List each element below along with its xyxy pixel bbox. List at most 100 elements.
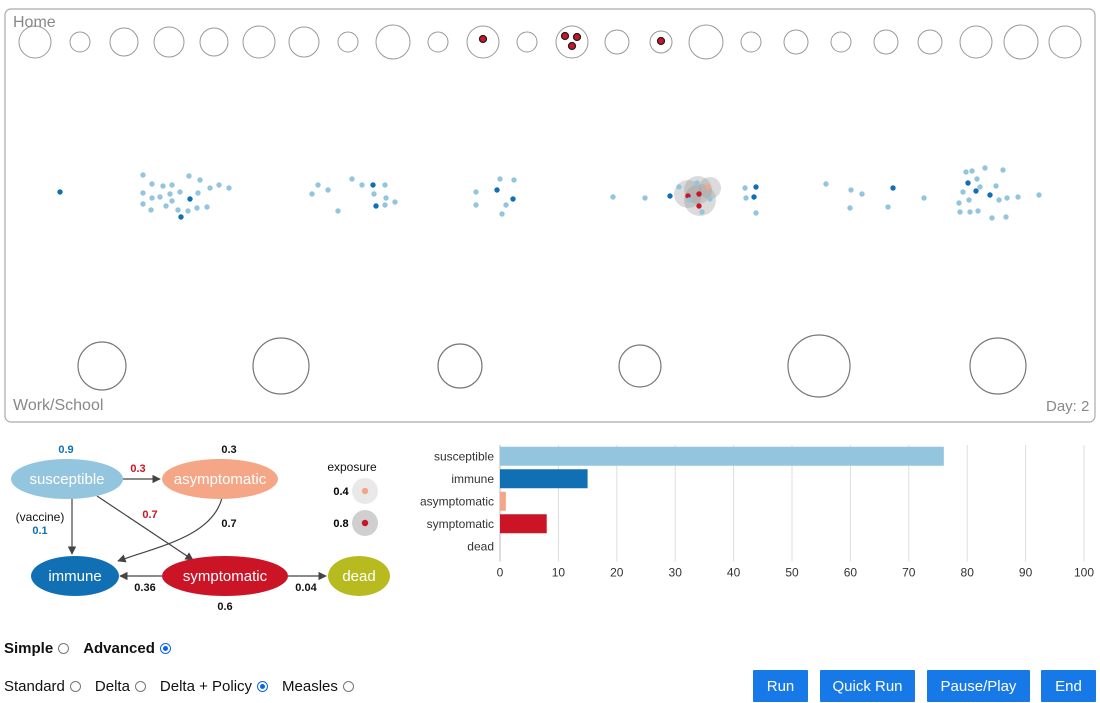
- person-dot: [373, 203, 379, 209]
- person-dot: [392, 199, 398, 205]
- home-circle: [337, 31, 359, 53]
- quick-run-button[interactable]: Quick Run: [820, 670, 915, 702]
- person-dot: [497, 176, 503, 182]
- prob-sus-sym: 0.7: [142, 509, 157, 521]
- variant-delta-radio[interactable]: [134, 681, 146, 692]
- end-button[interactable]: End: [1041, 670, 1096, 702]
- person-dot: [149, 195, 155, 201]
- x-tick-label: 10: [552, 566, 566, 580]
- mode-option-advanced[interactable]: Advanced: [83, 640, 171, 657]
- mode-simple-radio[interactable]: [58, 643, 70, 654]
- node-immune-label: immune: [48, 568, 101, 585]
- node-dead-label: dead: [342, 568, 375, 585]
- person-dot: [1003, 214, 1009, 220]
- person-dot: [847, 205, 853, 211]
- person-dot: [996, 197, 1002, 203]
- variant-option-measles[interactable]: Measles: [282, 678, 354, 695]
- home-circle: [783, 29, 809, 55]
- bar-asymptomatic: [500, 491, 506, 511]
- simulation-canvas: [4, 8, 1096, 423]
- mode-advanced-radio[interactable]: [159, 643, 171, 654]
- person-dot: [178, 214, 184, 220]
- node-symptomatic-label: symptomatic: [183, 568, 268, 585]
- prob-sus-asym: 0.3: [130, 463, 145, 475]
- home-circle: [830, 31, 852, 53]
- person-dot: [494, 187, 500, 193]
- variant-option-standard[interactable]: Standard: [4, 678, 81, 695]
- exposure-low-dot: [361, 487, 369, 495]
- work-school-circle: [252, 337, 310, 395]
- work-school-circle: [618, 344, 662, 388]
- person-dot: [216, 182, 222, 188]
- prob-sym-stay: 0.6: [217, 601, 232, 613]
- variant-delta-policy-radio[interactable]: [257, 681, 269, 692]
- variant-selector: Standard Delta Delta + Policy Measles: [4, 678, 368, 695]
- exposure-title: exposure: [327, 460, 377, 474]
- person-dot: [969, 168, 975, 174]
- person-dot: [699, 209, 705, 215]
- mode-option-simple[interactable]: Simple: [4, 640, 70, 657]
- person-dot: [510, 196, 516, 202]
- person-dot: [977, 184, 983, 190]
- work-school-circle: [969, 337, 1027, 395]
- pause-play-button[interactable]: Pause/Play: [927, 670, 1030, 702]
- person-dot: [383, 195, 389, 201]
- person-dot: [696, 203, 702, 209]
- node-asymptomatic: asymptomatic: [162, 459, 278, 499]
- person-dot: [226, 185, 232, 191]
- mode-simple-label: Simple: [4, 640, 54, 657]
- person-dot: [705, 184, 711, 190]
- home-circle: [18, 25, 52, 59]
- person-dot: [57, 189, 63, 195]
- person-dot: [742, 185, 748, 191]
- chart-bars: [500, 446, 944, 534]
- home-circle: [69, 31, 91, 53]
- prob-asym-imm: 0.7: [221, 518, 236, 530]
- home-circle: [1003, 24, 1039, 60]
- exposure-high-value: 0.8: [333, 518, 348, 530]
- node-dead: dead: [328, 556, 390, 596]
- mode-advanced-label: Advanced: [83, 640, 155, 657]
- variant-option-delta[interactable]: Delta: [95, 678, 146, 695]
- person-dot: [325, 187, 331, 193]
- person-dot: [382, 182, 388, 188]
- work-school-circle: [437, 343, 483, 389]
- variant-standard-radio[interactable]: [69, 681, 81, 692]
- person-dot: [503, 202, 509, 208]
- vaccine-label: (vaccine): [16, 510, 65, 524]
- mode-selector: Simple Advanced: [4, 640, 185, 657]
- state-diagram: susceptible asymptomatic immune symptoma…: [11, 444, 390, 613]
- arrow-sus-sym: [96, 495, 194, 561]
- run-button[interactable]: Run: [753, 670, 808, 702]
- person-dot: [848, 187, 854, 193]
- work-school-circle: [787, 334, 851, 398]
- category-label-susceptible: susceptible: [434, 449, 494, 463]
- home-circle: [1048, 25, 1082, 59]
- person-dot: [966, 197, 972, 203]
- home-person-dot: [478, 34, 488, 44]
- person-dot: [207, 185, 213, 191]
- home-circle: [288, 26, 320, 58]
- variant-standard-label: Standard: [4, 678, 65, 695]
- person-dot: [989, 215, 995, 221]
- person-dot: [974, 176, 980, 182]
- work-school-circle: [77, 341, 127, 391]
- exposure-halo: [684, 176, 712, 204]
- bar-immune: [500, 469, 588, 489]
- x-tick-label: 50: [785, 566, 799, 580]
- person-dot: [309, 191, 315, 197]
- home-circle: [959, 25, 993, 59]
- bar-symptomatic: [500, 514, 547, 534]
- x-tick-label: 80: [961, 566, 975, 580]
- category-label-immune: immune: [451, 472, 494, 486]
- x-tick-label: 0: [497, 566, 504, 580]
- variant-measles-radio[interactable]: [342, 681, 354, 692]
- person-dot: [187, 196, 193, 202]
- variant-option-delta-policy[interactable]: Delta + Policy: [160, 678, 269, 695]
- exposure-legend: exposure 0.4 0.8: [327, 460, 378, 536]
- person-dot: [169, 198, 175, 204]
- prob-asym-stay: 0.3: [221, 444, 236, 456]
- person-dot: [1000, 167, 1006, 173]
- person-dot: [956, 200, 962, 206]
- node-symptomatic: symptomatic: [162, 556, 288, 596]
